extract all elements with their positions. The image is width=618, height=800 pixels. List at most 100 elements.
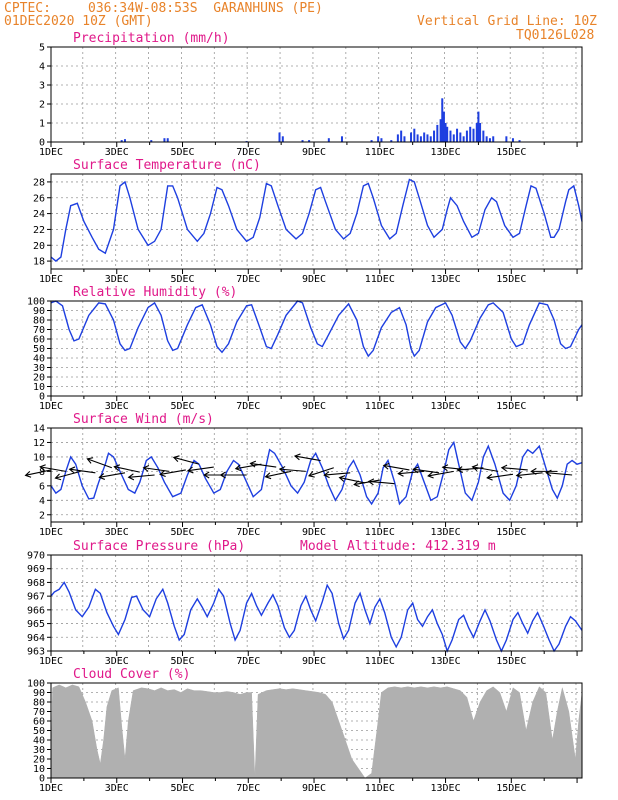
y-tick-label: 20 [33,373,45,384]
x-tick-label: 3DEC [105,274,129,285]
y-tick-label: 10 [33,452,45,463]
x-tick-label: 9DEC [302,274,326,285]
wind-arrow-shaft [265,470,292,478]
wind-arrow-shaft [114,466,140,473]
precip-bar [449,130,452,142]
x-tick-label: 13DEC [430,527,460,538]
wind-arrow [382,462,410,471]
wind-arrow [471,464,499,472]
precip-bar [492,136,495,142]
wind-arrow-head [441,464,449,472]
wind-arrow [397,469,425,477]
panel-precip: 0 1 2 3 4 5 1DEC 3DEC 5DEC 7DEC 9DEC 11DEC 13DEC 15DE… [39,31,583,158]
precip-bar [436,124,439,142]
precip-bar [441,98,444,142]
panel-frame [50,46,583,143]
precip-bar [120,140,123,142]
wind-arrow [54,470,81,481]
precip-bar [301,140,304,142]
x-tick-label: 3DEC [105,527,129,538]
wind-arrow-head [219,471,226,479]
x-tick-label: 1DEC [39,783,63,794]
wind-arrow [172,455,200,465]
wind-arrow-head [500,464,508,472]
panel-title: Surface Temperature (nC) [73,158,261,173]
panel-title: Cloud Cover (%) [73,667,190,682]
wind-arrow-shaft [160,469,186,475]
wind-arrow-shaft [413,468,440,474]
precip-bar [419,136,422,142]
wind-arrow [323,471,351,479]
y-tick-label: 40 [33,736,45,747]
header-location: 036:34W-08:53S GARANHUNS (PE) [88,1,323,16]
x-tick-label: 5DEC [170,783,194,794]
x-tick-label: 7DEC [236,147,260,158]
wind-arrow-head [172,455,180,462]
x-tick-label: 1DEC [39,147,63,158]
precip-bar [163,138,166,142]
precip-bar [475,123,478,142]
y-tick-label: 90 [33,688,45,699]
wind-arrow-head [293,453,301,461]
temp-series-line [50,178,583,262]
wind-series-line [50,440,583,506]
precip-bar [426,134,429,142]
y-tick-label: 60 [33,335,45,346]
wind-arrow-head [456,466,463,474]
wind-arrow [545,469,573,477]
wind-arrow-shaft [398,470,425,475]
wind-arrow [39,464,66,472]
wind-arrow [500,464,528,472]
x-tick-label: 1DEC [39,401,63,412]
wind-arrow-shaft [25,469,52,476]
y-tick-label: 70 [33,325,45,336]
wind-arrow [219,471,247,479]
precip-bar [456,128,459,142]
wind-arrow-head [367,478,375,486]
wind-arrow-shaft [428,470,454,477]
wind-arrow [293,453,321,462]
y-tick-label: 4 [39,62,45,73]
wind-arrow-shaft [279,468,306,472]
wind-arrow [249,460,277,468]
header-vertical-grid: Vertical Grid Line: 10Z [417,14,598,29]
wind-arrow-head [203,471,210,479]
wind-arrow-head [159,470,166,478]
x-tick-label: 13DEC [430,274,460,285]
wind-arrow-head [471,464,479,472]
y-tick-label: 28 [33,177,45,188]
precip-bar [518,140,521,142]
precip-bar [488,138,491,142]
panel-frame [50,554,583,652]
y-tick-label: 0 [39,392,45,403]
y-tick-label: 22 [33,225,45,236]
y-tick-label: 100 [27,297,45,308]
header-model: TQ0126L028 [516,28,595,43]
x-tick-label: 5DEC [170,656,194,667]
y-tick-label: 963 [27,647,45,658]
y-tick-label: 970 [27,551,45,562]
y-tick-label: 100 [27,679,45,690]
y-tick-label: 6 [39,481,45,492]
wind-arrow-shaft [546,472,573,476]
precip-bar [340,136,343,142]
y-tick-label: 20 [33,755,45,766]
x-tick-label: 15DEC [496,783,526,794]
wind-arrow-shaft [40,466,66,472]
x-tick-label: 3DEC [105,656,129,667]
wind-arrow-head [234,464,242,472]
y-tick-label: 80 [33,698,45,709]
y-tick-label: 50 [33,726,45,737]
wind-arrow-head [545,469,552,477]
wind-arrow [530,467,558,475]
x-tick-label: 15DEC [496,527,526,538]
x-tick-label: 9DEC [302,656,326,667]
wind-arrow-head [68,466,76,474]
wind-arrow-head [249,460,257,468]
wind-arrow-head [515,471,523,479]
precip-bar [416,134,419,142]
x-tick-label: 9DEC [302,783,326,794]
x-tick-label: 11DEC [365,783,395,794]
wind-arrow [338,475,366,484]
x-tick-label: 11DEC [365,656,395,667]
